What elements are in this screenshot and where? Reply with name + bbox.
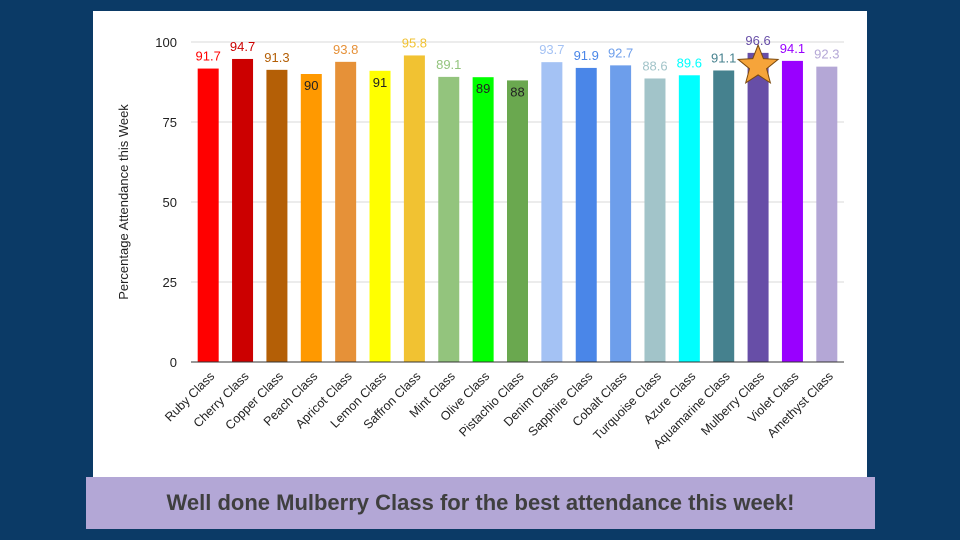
bar-cherry-class — [232, 58, 254, 363]
data-label: 96.6 — [745, 33, 770, 48]
bar-mint-class — [438, 76, 460, 362]
bar-violet-class — [781, 60, 803, 362]
bar-denim-class — [541, 62, 563, 362]
data-label: 91.1 — [711, 50, 736, 65]
data-label: 92.3 — [814, 47, 839, 62]
bar-ruby-class — [197, 68, 219, 362]
attendance-bar-chart: 0 25 50 75 100 Percentage Attendance this Wee… — [116, 33, 844, 451]
data-label: 94.7 — [230, 39, 255, 54]
data-label: 94.1 — [780, 41, 805, 56]
y-tick-label: 50 — [163, 195, 177, 210]
bar-mulberry-class — [747, 52, 769, 362]
bar-peach-class — [300, 74, 322, 362]
bar-cobalt-class — [610, 65, 632, 363]
data-label: 93.8 — [333, 42, 358, 57]
bar-aquamarine-class — [713, 70, 735, 363]
data-label: 91 — [373, 75, 387, 90]
data-label: 91.7 — [196, 49, 221, 64]
y-axis-title: Percentage Attendance this Week — [116, 104, 131, 300]
chart-card: 0 25 50 75 100 Percentage Attendance this Wee… — [93, 11, 867, 477]
y-tick-label: 25 — [163, 275, 177, 290]
y-tick-label: 100 — [155, 35, 177, 50]
data-label: 88 — [510, 84, 524, 99]
data-label: 95.8 — [402, 35, 427, 50]
data-label: 89.1 — [436, 57, 461, 72]
bar-turquoise-class — [644, 78, 666, 362]
y-tick-label: 0 — [170, 355, 177, 370]
bar-saffron-class — [403, 55, 425, 362]
banner-text: Well done Mulberry Class for the best at… — [166, 490, 795, 515]
star-icon — [736, 43, 780, 85]
data-label: 89.6 — [677, 55, 702, 70]
y-tick-label: 75 — [163, 115, 177, 130]
data-label: 93.7 — [539, 42, 564, 57]
congratulations-banner: Well done Mulberry Class for the best at… — [86, 477, 875, 529]
bar-pistachio-class — [507, 80, 528, 363]
bar-olive-class — [472, 77, 494, 362]
data-label: 90 — [304, 78, 318, 93]
bar-copper-class — [266, 69, 288, 362]
bar-azure-class — [678, 75, 700, 362]
data-label: 89 — [476, 81, 490, 96]
data-label: 88.6 — [642, 58, 667, 73]
bar-sapphire-class — [575, 67, 597, 363]
bar-lemon-class — [369, 70, 391, 363]
bar-amethyst-class — [816, 66, 838, 362]
data-label: 91.3 — [264, 50, 289, 65]
data-label: 92.7 — [608, 45, 633, 60]
data-label: 91.9 — [574, 48, 599, 63]
bar-apricot-class — [335, 61, 357, 363]
